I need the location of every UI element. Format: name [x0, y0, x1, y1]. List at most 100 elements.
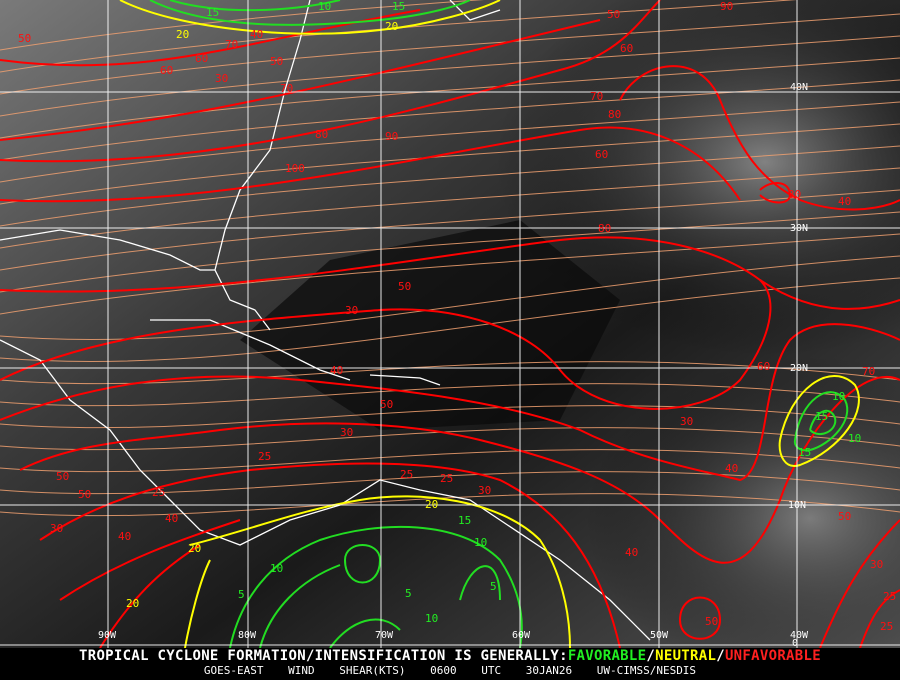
red-contour-label: 90	[385, 130, 398, 143]
green-contour-label: 15	[458, 514, 471, 527]
lon-label: 80W	[238, 630, 257, 641]
coastline-cuba	[150, 319, 351, 381]
red-contour-label: 50	[607, 8, 620, 21]
streamline	[0, 123, 900, 205]
separator: /	[716, 648, 725, 664]
red-contour-label: 30	[345, 304, 358, 317]
red-contour-label: 40	[330, 364, 343, 377]
headline: TROPICAL CYCLONE FORMATION/INTENSIFICATI…	[0, 648, 900, 664]
streamline	[0, 101, 900, 183]
product-info: GOES-EAST WIND SHEAR(KTS) 0600 UTC 30JAN…	[0, 664, 900, 677]
coastline-gulf	[0, 229, 215, 271]
green-contour-label: 15	[206, 6, 219, 19]
streamline	[0, 361, 900, 385]
green-contour-label: 15	[392, 0, 405, 13]
streamline	[0, 57, 900, 139]
red-contour-label: 50	[270, 55, 283, 68]
green-contour-label: 10	[474, 536, 487, 549]
time: 0600 UTC	[430, 664, 502, 677]
green-contour-label: 10	[848, 432, 861, 445]
red-contour-label: 80	[598, 222, 611, 235]
red-contour-label: 30	[215, 72, 228, 85]
red-contour-label: 60	[595, 148, 608, 161]
yellow-contour-label: 20	[176, 28, 189, 41]
green-contour-label: 10	[318, 0, 331, 13]
source: UW-CIMSS/NESDIS	[596, 664, 697, 677]
streamline	[0, 493, 900, 517]
red-contour-label: 60	[195, 52, 208, 65]
green-contour-label: 15	[798, 446, 811, 459]
streamline	[0, 167, 900, 249]
lat-label: 40N	[790, 82, 808, 93]
red-contour-label: 70	[280, 82, 293, 95]
red-contour-label: 50	[705, 615, 718, 628]
red-contour-label: 50	[18, 32, 31, 45]
red-contour-label: 70	[862, 365, 875, 378]
red-contour-label: 30	[50, 522, 63, 535]
date: 30JAN26	[525, 664, 573, 677]
red-contour-label: 70	[225, 38, 238, 51]
streamline	[0, 427, 900, 451]
contours-green	[149, 0, 849, 648]
streamline	[0, 13, 900, 95]
red-contour-label: 30	[788, 188, 801, 201]
red-contour-label: 100	[285, 162, 305, 175]
red-contour-label: 30	[478, 484, 491, 497]
coastline-us-east	[214, 0, 311, 331]
streamline	[0, 211, 900, 293]
headline-text: TROPICAL CYCLONE FORMATION/INTENSIFICATI…	[79, 648, 568, 664]
lon-label: 40W	[790, 630, 809, 641]
red-contour-label: 25	[152, 486, 165, 499]
red-contour-label: 40	[165, 512, 178, 525]
lon-label: 90W	[98, 630, 117, 641]
yellow-contour-label: 20	[188, 542, 201, 555]
separator: /	[646, 648, 656, 664]
contours-red	[0, 0, 900, 648]
streamline	[0, 255, 900, 341]
red-contour-label: 40	[838, 195, 851, 208]
red-contour-label: 60	[757, 360, 770, 373]
green-contour-label: 5	[405, 587, 412, 600]
neutral-label: NEUTRAL	[655, 648, 717, 664]
red-contour-label: 50	[838, 510, 851, 523]
red-contour-label: 50	[56, 470, 69, 483]
lat-label: 20N	[790, 363, 808, 374]
map-canvas: 90W 80W 70W 60W 50W 40W 40N 30N 20N 10N …	[0, 0, 900, 648]
dry-air-region	[240, 220, 620, 430]
legend-footer: TROPICAL CYCLONE FORMATION/INTENSIFICATI…	[0, 648, 900, 680]
green-contour-label: 10	[425, 612, 438, 625]
streamline	[0, 405, 900, 429]
red-contour-label: 80	[608, 108, 621, 121]
red-contour-label: 25	[440, 472, 453, 485]
grid-labels: 90W 80W 70W 60W 50W 40W 40N 30N 20N 10N …	[98, 82, 809, 648]
red-contour-label: 90	[720, 0, 733, 13]
red-contour-label: 60	[620, 42, 633, 55]
yellow-contour-label: 20	[385, 20, 398, 33]
yellow-contour-label: 20	[126, 597, 139, 610]
red-contour-label: 50	[380, 398, 393, 411]
coastline-hispaniola	[369, 374, 441, 386]
product-name: GOES-EAST WIND SHEAR(KTS)	[203, 664, 406, 677]
red-contour-label: 30	[870, 558, 883, 571]
red-contour-label: 25	[883, 590, 896, 603]
green-contour-label: 5	[238, 588, 245, 601]
coastline-nova-scotia	[449, 0, 501, 21]
red-contour-label: 40	[250, 28, 263, 41]
streamline	[0, 145, 900, 227]
lat-label: 0	[792, 638, 798, 648]
streamline	[0, 35, 900, 117]
favorable-label: FAVORABLE	[567, 648, 647, 664]
red-contour-label: 80	[315, 128, 328, 141]
contour-labels: 50 30 70 60 80 90 100 70 40 50 60 50 60 70 80 90 60 80 30 4…	[18, 0, 896, 633]
lon-label: 60W	[512, 630, 531, 641]
red-contour-label: 40	[118, 530, 131, 543]
green-contour-label: 10	[270, 562, 283, 575]
lon-label: 50W	[650, 630, 669, 641]
red-contour-label: 25	[258, 450, 271, 463]
streamline	[0, 471, 900, 495]
unfavorable-label: UNFAVORABLE	[724, 648, 821, 664]
lat-label: 10N	[788, 500, 806, 511]
streamline	[0, 233, 900, 315]
contours-yellow	[119, 0, 860, 648]
